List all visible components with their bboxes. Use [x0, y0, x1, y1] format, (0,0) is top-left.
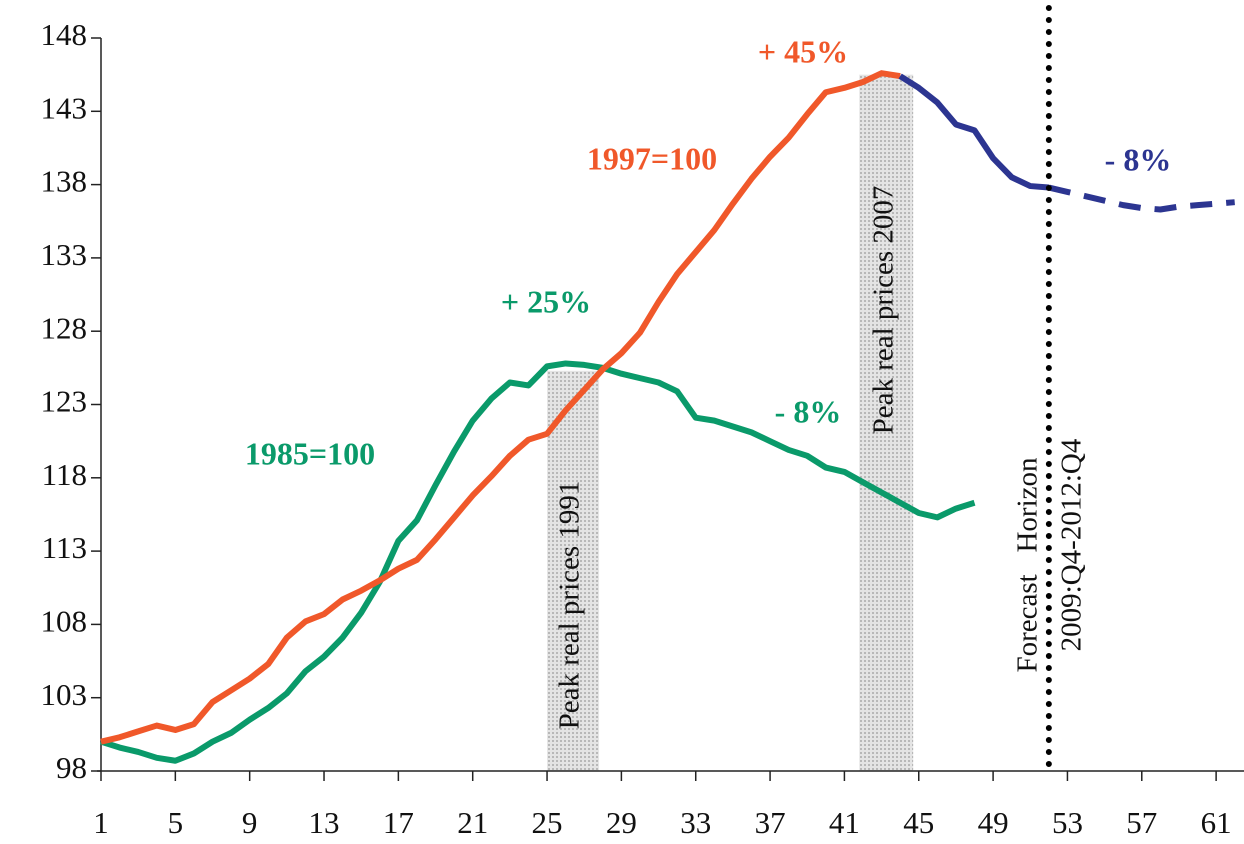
y-tick-label: 143 — [41, 90, 88, 125]
y-tick-label: 108 — [41, 604, 88, 639]
x-tick-label: 53 — [1052, 805, 1083, 840]
x-tick-label: 17 — [383, 805, 414, 840]
y-tick-label: 128 — [41, 310, 88, 345]
series-line — [100, 70, 901, 745]
x-tick-label: 45 — [903, 805, 934, 840]
series-line — [1048, 184, 1235, 213]
x-tick-label: 1 — [93, 805, 109, 840]
y-tick-label: 103 — [41, 677, 88, 712]
series-label: 1985=100 — [245, 435, 375, 471]
series-line — [100, 360, 976, 764]
x-tick-label: 13 — [309, 805, 340, 840]
x-tick-label: 37 — [755, 805, 786, 840]
band-label: Peak real prices 2007 — [868, 186, 900, 435]
series-label: 1997=100 — [587, 140, 717, 176]
y-tick-label: 113 — [42, 530, 87, 565]
x-tick-label: 57 — [1126, 805, 1157, 840]
x-tick-label: 49 — [978, 805, 1009, 840]
y-tick-label: 138 — [41, 164, 88, 199]
y-tick-label: 118 — [42, 457, 87, 492]
annotation: - 8% — [775, 393, 842, 429]
annotation: - 8% — [1105, 141, 1172, 177]
y-tick-label: 98 — [56, 750, 87, 785]
annotation: + 25% — [501, 283, 591, 319]
series-line — [898, 73, 1050, 191]
x-tick-label: 61 — [1201, 805, 1232, 840]
forecast-label: Forecast Horizon — [1012, 457, 1044, 673]
forecast-label: 2009:Q4-2012:Q4 — [1056, 438, 1088, 651]
x-tick-label: 29 — [606, 805, 637, 840]
y-tick-label: 133 — [41, 237, 88, 272]
x-tick-label: 33 — [680, 805, 711, 840]
peak-band — [859, 74, 914, 771]
x-tick-label: 41 — [829, 805, 860, 840]
x-tick-label: 25 — [532, 805, 563, 840]
y-tick-label: 148 — [41, 17, 88, 52]
y-tick-label: 123 — [41, 384, 88, 419]
peak-band — [547, 370, 600, 771]
band-label: Peak real prices 1991 — [554, 481, 586, 730]
annotation: + 45% — [758, 33, 848, 69]
x-tick-label: 5 — [168, 805, 184, 840]
x-tick-label: 21 — [457, 805, 488, 840]
x-tick-label: 9 — [242, 805, 258, 840]
